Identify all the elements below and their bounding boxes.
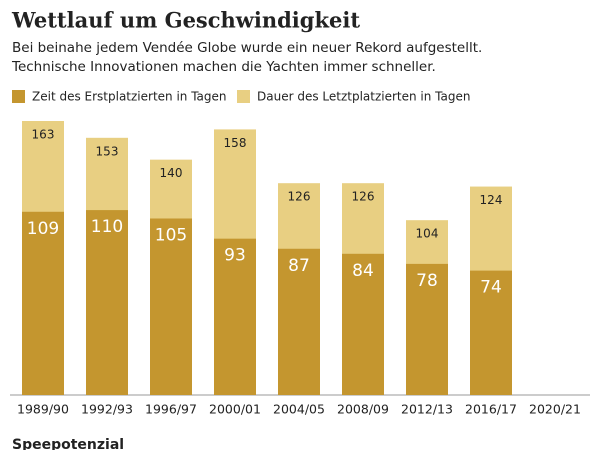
value-label: 158	[224, 136, 247, 150]
x-tick-label: 2000/01	[209, 402, 261, 417]
x-tick-label: 1989/90	[17, 402, 69, 417]
value-label: 153	[96, 144, 119, 158]
x-tick-label: 2004/05	[273, 402, 325, 417]
value-label: 126	[288, 190, 311, 204]
bar	[470, 270, 512, 395]
bar	[278, 248, 320, 395]
subtitle: Bei beinahe jedem Vendée Globe wurde ein…	[12, 40, 482, 56]
value-label: 110	[91, 217, 123, 237]
value-label: 109	[27, 219, 59, 239]
bar	[86, 210, 128, 395]
value-label: 124	[480, 193, 503, 207]
chart-title: Wettlauf um Geschwindigkeit	[11, 8, 360, 33]
value-label: 78	[416, 271, 438, 291]
value-label: 163	[32, 128, 55, 142]
value-label: 74	[480, 278, 502, 298]
bar	[150, 218, 192, 395]
legend-label: Dauer des Letztplatzierten in Tagen	[257, 90, 471, 104]
value-label: 140	[160, 166, 183, 180]
bar	[214, 238, 256, 395]
value-label: 87	[288, 256, 310, 276]
footer: Speepotenzial	[12, 437, 124, 450]
bar	[22, 211, 64, 395]
value-label: 126	[352, 190, 375, 204]
legend-label: Zeit des Erstplatzierten in Tagen	[32, 90, 227, 104]
x-tick-label: 2012/13	[401, 402, 453, 417]
legend-swatch	[237, 90, 250, 103]
bar	[342, 253, 384, 395]
value-label: 84	[352, 261, 374, 281]
value-label: 93	[224, 246, 246, 266]
x-tick-label: 2020/21	[529, 402, 581, 417]
bar	[406, 263, 448, 395]
value-label: 104	[416, 227, 439, 241]
legend-swatch	[12, 90, 25, 103]
x-tick-label: 1996/97	[145, 402, 197, 417]
x-tick-label: 1992/93	[81, 402, 133, 417]
x-tick-label: 2008/09	[337, 402, 389, 417]
x-tick-label: 2016/17	[465, 402, 517, 417]
subtitle: Technische Innovationen machen die Yacht…	[11, 59, 436, 75]
value-label: 105	[155, 225, 187, 245]
